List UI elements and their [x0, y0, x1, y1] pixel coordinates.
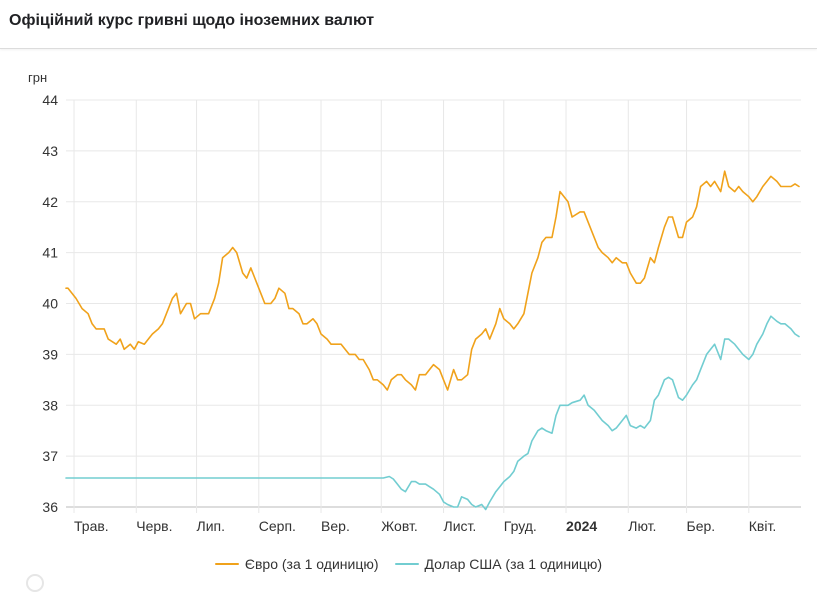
x-tick-label: Квіт.	[749, 518, 776, 534]
y-tick-label: 44	[42, 92, 58, 108]
x-tick-label: Трав.	[74, 518, 109, 534]
watermark-circle-icon	[26, 574, 44, 592]
legend-item-usd[interactable]: Долар США (за 1 одиницю)	[394, 556, 603, 572]
x-tick-label: Лист.	[444, 518, 477, 534]
x-tick-label: Серп.	[259, 518, 296, 534]
axes: 36 37 38 39 40 41 42 43 44 Трав. Черв. Лип. Серп. Вер…	[42, 92, 776, 534]
legend-item-eur[interactable]: Євро (за 1 одиницю)	[214, 556, 379, 572]
y-tick-label: 42	[42, 194, 58, 210]
header: Офіційний курс гривні щодо іноземних вал…	[0, 0, 817, 49]
y-tick-label: 36	[42, 499, 58, 515]
legend-label-eur: Євро (за 1 одиницю)	[244, 556, 379, 572]
grid	[66, 99, 801, 513]
legend-swatch-eur	[214, 563, 239, 565]
x-tick-label: Черв.	[136, 518, 172, 534]
legend-label-usd: Долар США (за 1 одиницю)	[424, 556, 603, 572]
series-line-usd[interactable]	[65, 315, 800, 511]
y-tick-label: 43	[42, 143, 58, 159]
page-title: Офіційний курс гривні щодо іноземних вал…	[9, 12, 375, 29]
legend-swatch-usd	[394, 563, 419, 565]
series-line-eur[interactable]	[65, 170, 800, 391]
legend: Євро (за 1 одиницю) Долар США (за 1 один…	[0, 552, 817, 576]
x-tick-label: Лют.	[628, 518, 656, 534]
x-tick-label: Бер.	[687, 518, 716, 534]
x-tick-label: Лип.	[197, 518, 225, 534]
x-tick-label: Жовт.	[381, 518, 417, 534]
x-tick-label: 2024	[566, 518, 597, 534]
x-tick-label: Груд.	[504, 518, 537, 534]
y-axis-unit-label: грн	[28, 70, 47, 85]
y-tick-label: 39	[42, 346, 58, 362]
x-tick-label: Вер.	[321, 518, 350, 534]
series-lines	[65, 170, 800, 511]
y-tick-label: 37	[42, 448, 58, 464]
y-tick-label: 38	[42, 397, 58, 413]
y-tick-label: 41	[42, 245, 58, 261]
y-tick-label: 40	[42, 296, 58, 312]
